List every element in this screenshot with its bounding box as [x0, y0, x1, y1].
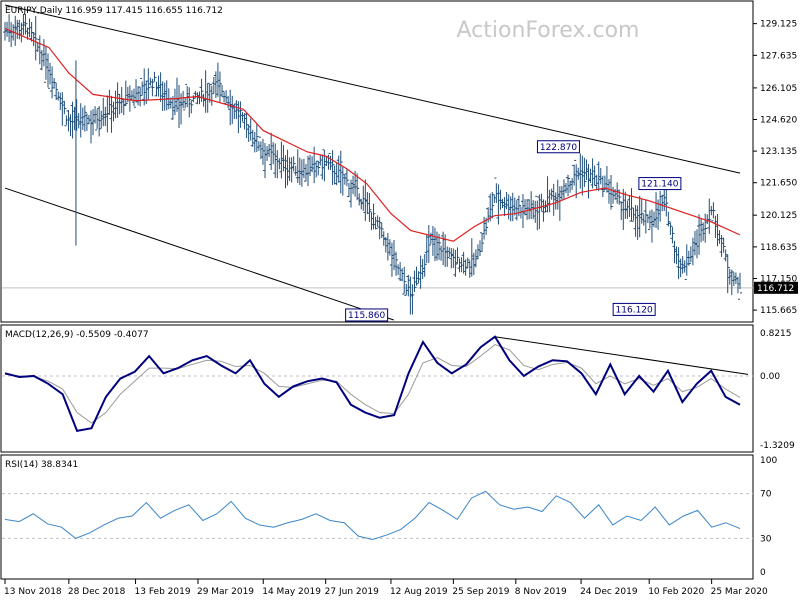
- macd-y-tick-label: -1.3209: [760, 441, 795, 451]
- annotation-box: [612, 302, 656, 316]
- x-tick-label: 12 Aug 2019: [390, 587, 448, 597]
- macd-trendline: [494, 336, 749, 375]
- x-tick-label: 29 Mar 2019: [197, 587, 254, 597]
- x-axis: 13 Nov 2018 28 Dec 2018 13 Feb 2019 29 Mar …: [4, 579, 768, 597]
- annotation-label: 122.870: [540, 143, 577, 153]
- x-tick-label: 10 Feb 2020: [648, 587, 704, 597]
- x-tick-label: 24 Dec 2019: [580, 587, 638, 597]
- x-tick-label: 8 Nov 2019: [515, 587, 567, 597]
- price-bars: [3, 13, 742, 315]
- macd-line: [4, 335, 741, 432]
- x-tick-label: 27 Jun 2019: [325, 587, 379, 597]
- macd-pane-frame: [0, 324, 754, 453]
- current-price-label: 116.712: [757, 284, 794, 294]
- rsi-header: RSI(14) 38.8341: [5, 460, 78, 470]
- main-y-tick-label: 129.125: [760, 20, 797, 30]
- annotation-label: 115.860: [348, 311, 385, 321]
- annotation-box: [345, 308, 389, 322]
- main-y-tick-label: 127.635: [760, 51, 797, 61]
- macd-y-tick-label: 0.8215: [760, 329, 792, 339]
- main-header: EURJPY,Daily 116.959 117.415 116.655 116…: [5, 6, 223, 16]
- main-y-tick-label: 115.665: [760, 306, 797, 316]
- x-tick-label: 25 Sep 2019: [452, 587, 509, 597]
- x-tick-label: 14 May 2019: [262, 587, 321, 597]
- trendline: [4, 187, 394, 321]
- rsi-y-tick-label: 100: [760, 456, 777, 466]
- x-tick-label: 28 Dec 2018: [68, 587, 126, 597]
- main-pane-frame: [0, 0, 754, 323]
- main-y-tick-label: 126.105: [760, 84, 797, 94]
- watermark: ActionForex.com: [457, 18, 640, 43]
- rsi-line: [4, 490, 741, 541]
- x-tick-label: 13 Feb 2019: [135, 587, 191, 597]
- rsi-y-tick-label: 30: [760, 534, 772, 544]
- main-y-axis: 129.125 127.635 126.105 124.620 123.135 121.6…: [753, 20, 798, 316]
- main-y-tick-label: 123.135: [760, 147, 797, 157]
- trendline: [4, 4, 741, 174]
- rsi-pane-frame: [0, 454, 754, 580]
- current-price-box: [754, 281, 798, 294]
- annotation-box: [536, 140, 580, 154]
- sma-line: [4, 27, 741, 242]
- macd-y-tick-label: 0.00: [760, 372, 780, 382]
- rsi-y-tick-label: 0: [760, 568, 766, 578]
- annotation-label: 121.140: [641, 180, 678, 190]
- annotation-box: [638, 177, 682, 191]
- main-y-tick-label: 117.150: [760, 274, 797, 284]
- annotation-label: 116.120: [616, 305, 653, 315]
- rsi-y-tick-label: 70: [760, 490, 772, 500]
- macd-header: MACD(12,26,9) -0.5509 -0.4077: [5, 330, 149, 340]
- price-annotations: 122.870 121.140 116.120 115.860: [345, 140, 682, 322]
- x-tick-label: 25 Mar 2020: [711, 587, 768, 597]
- x-tick-label: 13 Nov 2018: [4, 587, 62, 597]
- rsi-indicator: 100 70 30 0: [2, 456, 777, 578]
- main-y-tick-label: 118.635: [760, 243, 797, 253]
- main-y-tick-label: 120.125: [760, 211, 797, 221]
- main-y-tick-label: 124.620: [760, 116, 797, 126]
- main-y-tick-label: 121.650: [760, 179, 797, 189]
- moving-average: [4, 27, 741, 242]
- trendlines: [4, 4, 741, 321]
- macd-indicator: 0.8215 0.00 -1.3209: [2, 329, 795, 451]
